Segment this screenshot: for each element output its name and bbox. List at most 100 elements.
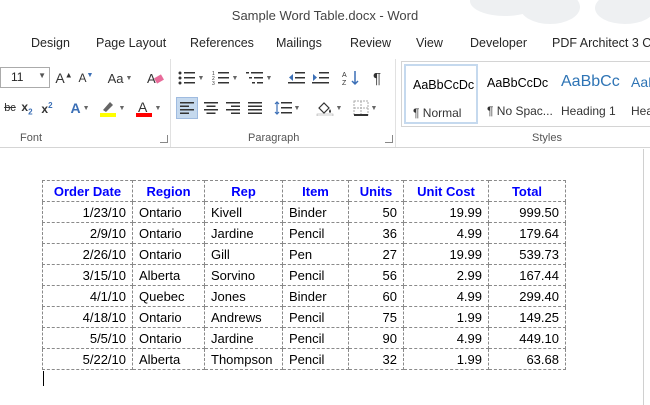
text-effects-button[interactable]: A ▼: [66, 97, 94, 119]
cell-total[interactable]: 539.73: [488, 243, 566, 265]
sort-button[interactable]: A Z: [340, 67, 362, 89]
cell-total[interactable]: 179.64: [488, 222, 566, 244]
cell-item[interactable]: Pencil: [282, 306, 349, 328]
style-no-spacing[interactable]: AaBbCcDc ¶ No Spac...: [480, 64, 554, 124]
cell-item[interactable]: Pencil: [282, 348, 349, 370]
increase-indent-button[interactable]: [310, 67, 332, 89]
cell-order-date[interactable]: 2/9/10: [42, 222, 133, 244]
align-right-button[interactable]: [222, 97, 244, 119]
tab-page-layout[interactable]: Page Layout: [96, 36, 167, 50]
cell-order-date[interactable]: 4/18/10: [42, 306, 133, 328]
justify-button[interactable]: [244, 97, 266, 119]
cell-unit-cost[interactable]: 1.99: [403, 306, 489, 328]
cell-units[interactable]: 60: [348, 285, 404, 307]
tab-references[interactable]: References: [190, 36, 254, 50]
cell-units[interactable]: 32: [348, 348, 404, 370]
cell-units[interactable]: 90: [348, 327, 404, 349]
cell-item[interactable]: Pen: [282, 243, 349, 265]
cell-rep[interactable]: Thompson: [204, 348, 283, 370]
header-item[interactable]: Item: [282, 180, 349, 202]
cell-rep[interactable]: Jardine: [204, 327, 283, 349]
header-unit-cost[interactable]: Unit Cost: [403, 180, 489, 202]
header-region[interactable]: Region: [132, 180, 205, 202]
cell-units[interactable]: 36: [348, 222, 404, 244]
tab-review[interactable]: Review: [350, 36, 391, 50]
cell-total[interactable]: 299.40: [488, 285, 566, 307]
cell-units[interactable]: 56: [348, 264, 404, 286]
line-spacing-button[interactable]: ▼: [272, 97, 302, 119]
cell-region[interactable]: Ontario: [132, 327, 205, 349]
tab-developer[interactable]: Developer: [470, 36, 527, 50]
font-color-button[interactable]: A ▼: [134, 97, 162, 119]
cell-rep[interactable]: Sorvino: [204, 264, 283, 286]
tab-view[interactable]: View: [416, 36, 443, 50]
data-table[interactable]: Order Date Region Rep Item Units Unit Co…: [42, 180, 566, 370]
cell-total[interactable]: 449.10: [488, 327, 566, 349]
header-total[interactable]: Total: [488, 180, 566, 202]
header-units[interactable]: Units: [348, 180, 404, 202]
cell-total[interactable]: 149.25: [488, 306, 566, 328]
cell-unit-cost[interactable]: 4.99: [403, 327, 489, 349]
document-page[interactable]: Order Date Region Rep Item Units Unit Co…: [0, 149, 650, 405]
cell-rep[interactable]: Jardine: [204, 222, 283, 244]
cell-units[interactable]: 75: [348, 306, 404, 328]
align-left-button[interactable]: [176, 97, 198, 119]
cell-region[interactable]: Ontario: [132, 306, 205, 328]
bullets-button[interactable]: ▼: [176, 67, 206, 89]
cell-rep[interactable]: Jones: [204, 285, 283, 307]
subscript-button[interactable]: x2: [18, 97, 36, 119]
cell-item[interactable]: Pencil: [282, 222, 349, 244]
cell-order-date[interactable]: 4/1/10: [42, 285, 133, 307]
style-heading-2[interactable]: AaBb Hea: [624, 64, 650, 124]
header-order-date[interactable]: Order Date: [42, 180, 133, 202]
cell-order-date[interactable]: 5/5/10: [42, 327, 133, 349]
change-case-button[interactable]: Aa ▼: [104, 67, 136, 89]
show-formatting-marks-button[interactable]: ¶: [366, 67, 388, 89]
multilevel-list-button[interactable]: ▼: [244, 67, 274, 89]
superscript-button[interactable]: x2: [38, 97, 56, 119]
cell-order-date[interactable]: 2/26/10: [42, 243, 133, 265]
paragraph-dialog-launcher[interactable]: [385, 135, 393, 143]
cell-units[interactable]: 50: [348, 201, 404, 223]
cell-unit-cost[interactable]: 2.99: [403, 264, 489, 286]
tab-mailings[interactable]: Mailings: [276, 36, 322, 50]
cell-unit-cost[interactable]: 19.99: [403, 243, 489, 265]
grow-font-button[interactable]: A▲: [54, 67, 74, 89]
cell-item[interactable]: Binder: [282, 285, 349, 307]
cell-total[interactable]: 63.68: [488, 348, 566, 370]
font-dialog-launcher[interactable]: [160, 135, 168, 143]
cell-unit-cost[interactable]: 4.99: [403, 222, 489, 244]
cell-region[interactable]: Alberta: [132, 348, 205, 370]
cell-region[interactable]: Alberta: [132, 264, 205, 286]
cell-unit-cost[interactable]: 4.99: [403, 285, 489, 307]
cell-region[interactable]: Ontario: [132, 222, 205, 244]
cell-item[interactable]: Pencil: [282, 264, 349, 286]
cell-order-date[interactable]: 5/22/10: [42, 348, 133, 370]
cell-rep[interactable]: Gill: [204, 243, 283, 265]
header-rep[interactable]: Rep: [204, 180, 283, 202]
highlight-color-button[interactable]: ▼: [98, 97, 126, 119]
cell-total[interactable]: 999.50: [488, 201, 566, 223]
style-heading-1[interactable]: AaBbCc Heading 1: [554, 64, 628, 124]
borders-button[interactable]: ▼: [350, 97, 380, 119]
cell-region[interactable]: Ontario: [132, 201, 205, 223]
font-size-select[interactable]: 11 ▼: [0, 67, 50, 88]
numbering-button[interactable]: 1 2 3 ▼: [210, 67, 240, 89]
tab-design[interactable]: Design: [31, 36, 70, 50]
cell-rep[interactable]: Andrews: [204, 306, 283, 328]
decrease-indent-button[interactable]: [286, 67, 308, 89]
shrink-font-button[interactable]: A▼: [76, 67, 96, 89]
align-center-button[interactable]: [200, 97, 222, 119]
cell-units[interactable]: 27: [348, 243, 404, 265]
cell-item[interactable]: Pencil: [282, 327, 349, 349]
cell-unit-cost[interactable]: 1.99: [403, 348, 489, 370]
shading-button[interactable]: ▼: [314, 97, 344, 119]
cell-rep[interactable]: Kivell: [204, 201, 283, 223]
cell-order-date[interactable]: 3/15/10: [42, 264, 133, 286]
tab-pdf-architect[interactable]: PDF Architect 3 Cr: [552, 36, 650, 50]
cell-item[interactable]: Binder: [282, 201, 349, 223]
cell-region[interactable]: Quebec: [132, 285, 205, 307]
clear-formatting-button[interactable]: A: [144, 67, 166, 89]
cell-region[interactable]: Ontario: [132, 243, 205, 265]
style-normal[interactable]: AaBbCcDc ¶ Normal: [404, 64, 478, 124]
